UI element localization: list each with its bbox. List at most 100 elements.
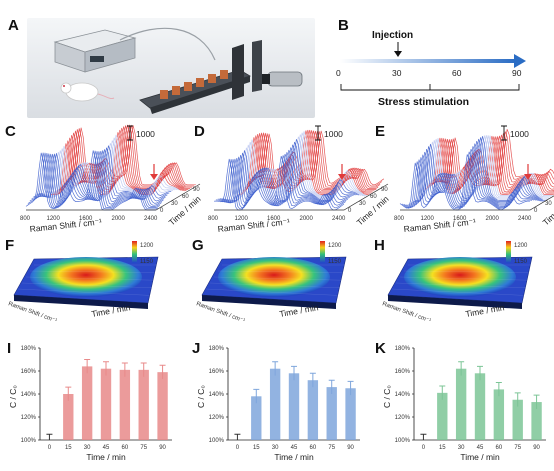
heatmap-hotspot <box>404 257 516 297</box>
spectra-axis <box>400 195 554 211</box>
y-tick-label: 140% <box>395 392 411 398</box>
x-tick-label: 45 <box>103 445 110 451</box>
heatmap-hotspot <box>218 257 330 297</box>
timeline-tick-60: 60 <box>452 68 462 78</box>
y-tick-label: 180% <box>21 346 37 352</box>
spectra-axis <box>214 183 389 211</box>
raman-tick: 1200 <box>421 216 435 222</box>
x-tick-label: 60 <box>122 445 129 451</box>
heatmap-raman-label: Raman Shift / cm⁻¹ <box>195 301 245 324</box>
colorbar-max: 1200 <box>140 243 154 249</box>
panel-label-g: G <box>192 237 204 254</box>
bar <box>437 392 448 440</box>
time-tick: 0 <box>348 208 352 214</box>
y-tick-label: 100% <box>395 438 411 444</box>
bar <box>345 388 356 440</box>
raman-tick: 800 <box>394 216 405 222</box>
raman-tick: 2400 <box>332 216 346 222</box>
time-tick: 60 <box>182 194 189 200</box>
error-bar <box>309 372 316 388</box>
scale-bar <box>315 125 321 141</box>
time-tick: 60 <box>370 194 377 200</box>
x-tick-label: 15 <box>65 445 72 451</box>
raman-tick: 2400 <box>144 216 158 222</box>
heatmap-gridline <box>213 276 343 281</box>
time-tick: 30 <box>545 201 552 207</box>
timeline-arrow-icon <box>514 54 526 68</box>
bar <box>493 389 505 440</box>
x-axis-label: Time / min <box>86 452 126 462</box>
bar <box>531 402 542 440</box>
error-bar <box>84 359 91 374</box>
error-bar <box>533 394 540 409</box>
heatmap-edge <box>14 295 148 309</box>
bar <box>157 372 168 440</box>
y-tick-label: 140% <box>21 392 37 398</box>
spectrum-trace <box>403 148 534 208</box>
heatmap-raman-label: Raman Shift / cm⁻¹ <box>7 301 57 324</box>
x-tick-label: 30 <box>84 445 91 451</box>
x-tick-label: 30 <box>272 445 279 451</box>
colorbar-min: 1150 <box>514 259 528 265</box>
x-tick-label: 45 <box>477 445 484 451</box>
panel-label-b: B <box>338 17 349 34</box>
peak-arrow-head-icon <box>524 174 532 180</box>
y-tick-label: 140% <box>209 392 225 398</box>
x-tick-label: 75 <box>514 445 521 451</box>
spectrum-trace <box>407 143 538 206</box>
x-tick-label: 0 <box>422 445 426 451</box>
spectrum-trace <box>31 151 162 207</box>
bar <box>100 368 112 440</box>
error-bar <box>46 433 53 440</box>
raman-axis-label: Raman Shift / cm⁻¹ <box>403 216 476 234</box>
spectrum-trace <box>219 152 350 207</box>
raman-tick: 1600 <box>267 216 281 222</box>
y-tick-label: 100% <box>209 438 225 444</box>
spectrum-trace <box>399 154 531 211</box>
scale-bar-label: 1000 <box>324 129 343 139</box>
heatmap-gridline <box>205 288 339 296</box>
error-bar <box>495 382 502 397</box>
error-bar <box>65 386 72 401</box>
error-bar <box>103 361 109 376</box>
peak-arrow-head-icon <box>338 174 346 180</box>
heatmap-gridline <box>395 282 527 289</box>
heatmap-gridline <box>17 288 151 296</box>
error-bar <box>477 365 483 381</box>
y-tick-label: 160% <box>395 369 411 375</box>
spectrum-trace <box>242 129 373 193</box>
injection-label: Injection <box>372 30 413 41</box>
spectrum-trace <box>65 125 196 186</box>
timeline: Injection 0 30 60 90 Stress stimulation <box>336 30 526 108</box>
colorbar-max: 1200 <box>328 243 342 249</box>
panel-label-a: A <box>8 17 19 34</box>
timeline-bar <box>340 59 516 63</box>
x-tick-label: 15 <box>439 445 446 451</box>
raman-tick: 1600 <box>453 216 467 222</box>
x-tick-label: 45 <box>291 445 298 451</box>
bar-chart-j: J 100% 120% 140% 160% 180% C / C₀ 0 15 30 45 60 75 9… <box>192 340 360 462</box>
bar <box>138 369 149 440</box>
spectrum-trace <box>25 150 156 211</box>
scale-bar <box>501 125 507 141</box>
x-tick-label: 15 <box>253 445 260 451</box>
panel-label-c: C <box>5 123 16 140</box>
x-tick-label: 0 <box>236 445 240 451</box>
raman-tick: 1200 <box>47 216 61 222</box>
y-tick-label: 100% <box>21 438 37 444</box>
x-tick-label: 90 <box>533 445 540 451</box>
spectrum-trace <box>428 136 554 193</box>
time-tick: 30 <box>359 201 366 207</box>
spectrum-trace <box>217 153 348 208</box>
stress-stimulation-label: Stress stimulation <box>378 96 469 108</box>
heatmap-gridline <box>403 270 531 273</box>
x-tick-label: 75 <box>328 445 335 451</box>
spectrum-trace <box>221 149 352 206</box>
error-bar <box>159 364 166 380</box>
time-tick: 90 <box>381 187 388 193</box>
